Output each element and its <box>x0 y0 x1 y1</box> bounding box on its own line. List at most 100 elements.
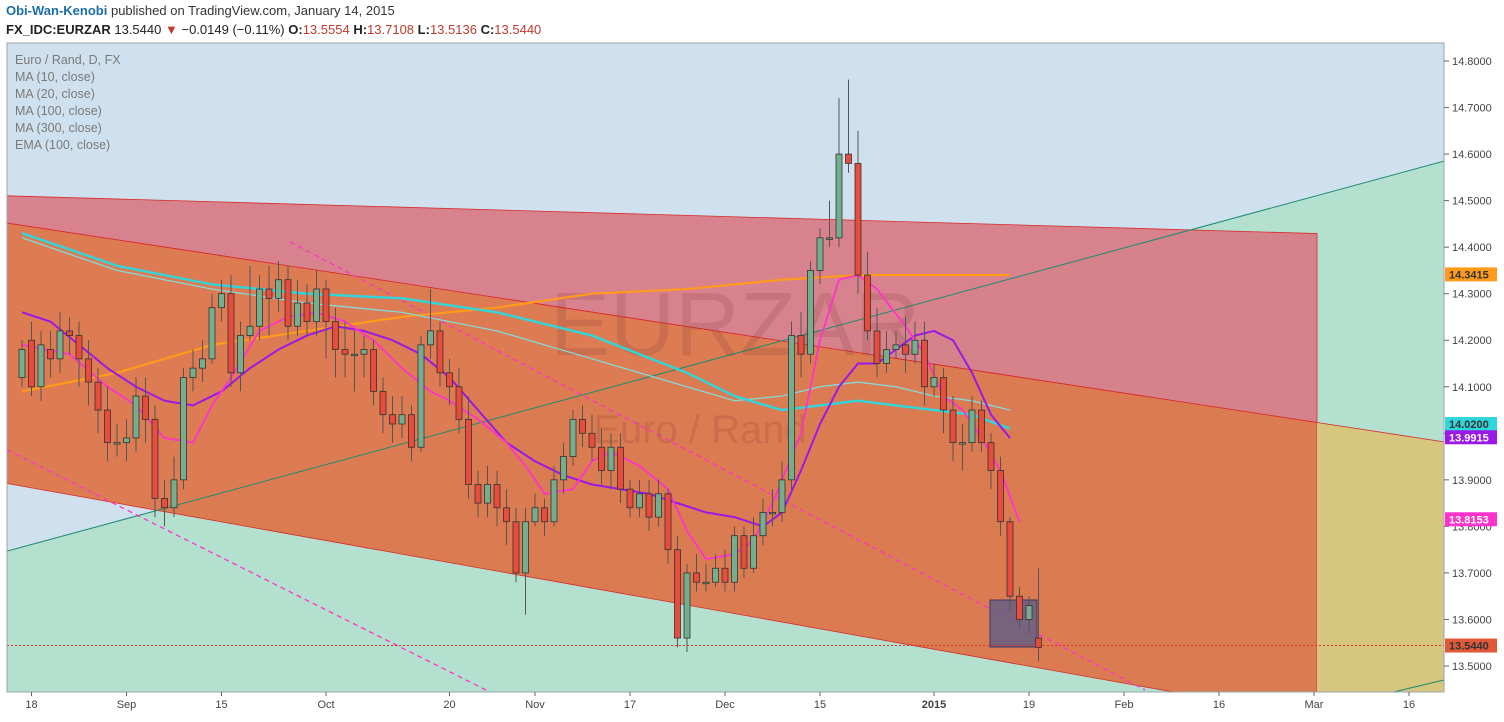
y-tick-label: 14.6000 <box>1452 149 1492 161</box>
high-label: H: <box>353 22 368 37</box>
candle-body <box>1025 605 1033 620</box>
lower-trend-line <box>1391 679 1444 692</box>
candle-body <box>493 484 501 509</box>
candles <box>18 79 1042 662</box>
candle-body <box>132 395 140 439</box>
candle-body <box>389 414 396 425</box>
symbol-name[interactable]: FX_IDC:EURZAR <box>6 22 111 37</box>
candle-body <box>455 386 463 420</box>
candle-body <box>313 288 320 323</box>
candle-body <box>560 456 567 481</box>
candle-body <box>645 493 653 518</box>
publish-header: Obi-Wan-Kenobi published on TradingView.… <box>0 0 1504 42</box>
channel-extension <box>1316 422 1444 443</box>
candle-body <box>883 349 890 364</box>
candle-body <box>199 358 206 369</box>
candle-body <box>142 395 149 420</box>
candle-body <box>1006 521 1014 597</box>
legend-ema100[interactable]: EMA (100, close) <box>15 138 111 152</box>
candle-body <box>151 418 159 499</box>
candle-body <box>360 349 368 355</box>
candle-body <box>731 535 738 583</box>
candle-body <box>626 488 634 509</box>
candle-body <box>607 446 615 471</box>
candle-body <box>161 498 168 509</box>
price-label-text: 14.3415 <box>1449 269 1489 281</box>
candle-body <box>892 344 900 350</box>
trend-line <box>7 160 1444 552</box>
candle-body <box>655 493 662 518</box>
price-label-text: 13.8153 <box>1449 514 1489 526</box>
candle-body <box>332 321 339 350</box>
candle-body <box>797 335 805 355</box>
candle-body <box>370 349 377 392</box>
price-label-box <box>1445 512 1497 527</box>
candle-body <box>436 330 444 374</box>
ma10-line <box>21 274 1021 560</box>
low-label: L: <box>417 22 430 37</box>
candle-body <box>598 446 605 471</box>
candle-body <box>246 325 254 336</box>
x-tick-label: 17 <box>624 699 636 711</box>
y-tick-label: 13.5000 <box>1452 661 1492 673</box>
candle-body <box>28 339 35 388</box>
y-tick-label: 13.7000 <box>1452 568 1492 580</box>
low-value: 13.5136 <box>429 22 477 37</box>
candle-body <box>921 339 928 388</box>
close-label: C: <box>480 22 495 37</box>
candle-body <box>1035 637 1042 648</box>
candle-body <box>303 302 311 323</box>
candle-body <box>227 293 235 374</box>
legend-ma20[interactable]: MA (20, close) <box>15 87 95 101</box>
candle-body <box>835 153 843 239</box>
x-tick-label: 15 <box>215 699 227 711</box>
y-tick-label: 14.8000 <box>1452 56 1492 68</box>
publish-line: Obi-Wan-Kenobi published on TradingView.… <box>6 3 395 18</box>
candle-body <box>712 567 719 583</box>
legend-ma300[interactable]: MA (300, close) <box>15 121 102 135</box>
candle-body <box>959 442 966 445</box>
candle-body <box>284 279 292 327</box>
candle-body <box>873 330 881 364</box>
candle-body <box>778 479 786 513</box>
candle-body <box>465 418 472 485</box>
candle-body <box>902 344 909 355</box>
candle-body <box>940 377 947 411</box>
x-tick-label: 19 <box>1023 699 1035 711</box>
candle-body <box>674 549 681 639</box>
legend-ma100[interactable]: MA (100, close) <box>15 104 102 118</box>
candle-body <box>275 279 282 299</box>
candle-body <box>987 442 995 471</box>
y-tick-label: 13.6000 <box>1452 614 1492 626</box>
price-label-text: 13.9915 <box>1449 432 1489 444</box>
candle-body <box>845 153 852 164</box>
candle-body <box>351 353 358 357</box>
candle-body <box>94 381 102 411</box>
candle-body <box>427 330 434 346</box>
candle-body <box>550 479 558 523</box>
indicator-legend: Euro / Rand, D, FX MA (10, close) MA (20… <box>15 52 121 154</box>
candle-body <box>569 418 577 457</box>
candle-body <box>816 237 824 271</box>
y-tick-label: 14.5000 <box>1452 196 1492 208</box>
price-label-text: 13.5440 <box>1449 641 1489 653</box>
candle-body <box>256 288 263 327</box>
watermark-name: Euro / Rand <box>593 408 806 452</box>
legend-ma10[interactable]: MA (10, close) <box>15 70 95 84</box>
candle-body <box>408 414 415 448</box>
candle-body <box>398 414 406 425</box>
candle-body <box>66 330 73 336</box>
candle-body <box>503 507 510 523</box>
candle-body <box>541 507 548 523</box>
candle-body <box>531 507 539 523</box>
candle-body <box>417 344 425 448</box>
x-tick-label: Mar <box>1305 699 1324 711</box>
candle-body <box>930 377 938 388</box>
legend-series[interactable]: Euro / Rand, D, FX <box>15 53 121 67</box>
x-tick-label: Dec <box>715 699 735 711</box>
price-label-box <box>1445 417 1497 431</box>
author-link[interactable]: Obi-Wan-Kenobi <box>6 3 108 18</box>
candle-body <box>522 521 529 574</box>
candle-body <box>47 349 54 360</box>
